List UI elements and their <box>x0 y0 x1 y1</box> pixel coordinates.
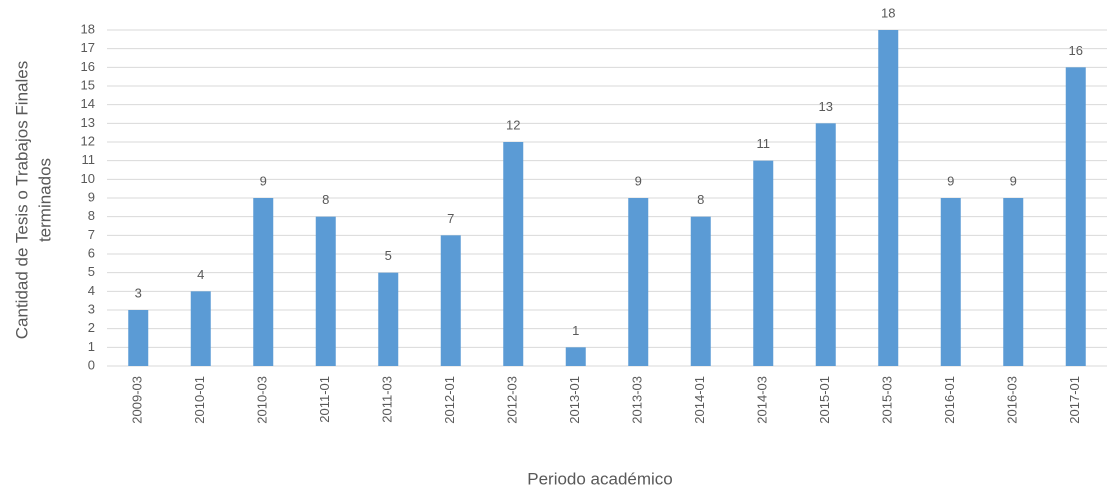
y-tick-label: 11 <box>82 152 96 167</box>
bar <box>878 30 899 366</box>
y-tick-label: 4 <box>88 283 95 298</box>
bar <box>440 235 461 366</box>
x-tick-label: 2012-03 <box>505 376 520 424</box>
data-label: 4 <box>197 267 204 282</box>
x-tick-label: 2016-03 <box>1005 376 1020 424</box>
y-tick-label: 7 <box>88 227 95 242</box>
data-label: 9 <box>260 173 267 188</box>
x-tick-label: 2010-03 <box>255 376 270 424</box>
bar <box>815 123 836 366</box>
bar <box>1065 67 1086 366</box>
x-tick-label: 2013-01 <box>567 376 582 424</box>
data-label: 3 <box>135 285 142 300</box>
data-label: 9 <box>635 173 642 188</box>
bar <box>628 198 649 366</box>
x-tick-label: 2011-03 <box>380 376 395 423</box>
y-tick-label: 3 <box>88 301 95 316</box>
x-tick-label: 2014-01 <box>692 376 707 424</box>
x-tick-label: 2017-01 <box>1067 376 1082 424</box>
bar <box>190 291 211 366</box>
y-tick-label: 18 <box>81 21 95 36</box>
y-axis-title: Cantidad de Tesis o Trabajos Finales <box>12 61 31 339</box>
x-tick-label: 2015-01 <box>817 376 832 424</box>
y-tick-label: 1 <box>88 339 95 354</box>
bar <box>940 198 961 366</box>
x-tick-label: 2014-03 <box>755 376 770 424</box>
data-label: 13 <box>819 99 833 114</box>
data-label: 8 <box>322 192 329 207</box>
data-label: 16 <box>1069 43 1083 58</box>
data-label: 8 <box>697 192 704 207</box>
x-tick-label: 2016-01 <box>942 376 957 424</box>
bar <box>315 216 336 366</box>
y-tick-label: 5 <box>88 264 95 279</box>
data-label: 18 <box>881 5 895 20</box>
x-tick-label: 2015-03 <box>880 376 895 424</box>
data-label: 9 <box>1010 173 1017 188</box>
y-tick-label: 0 <box>88 357 95 372</box>
x-axis-title: Periodo académico <box>527 469 673 488</box>
x-tick-label: 2009-03 <box>130 376 145 424</box>
y-tick-label: 14 <box>81 96 95 111</box>
y-tick-label: 17 <box>81 40 95 55</box>
y-tick-label: 6 <box>88 245 95 260</box>
y-tick-label: 12 <box>81 133 95 148</box>
y-tick-label: 13 <box>81 115 95 130</box>
bar <box>565 347 586 366</box>
bar <box>753 160 774 366</box>
data-label: 9 <box>947 173 954 188</box>
x-tick-label: 2013-03 <box>630 376 645 424</box>
y-tick-label: 10 <box>81 171 95 186</box>
y-tick-label: 15 <box>81 77 95 92</box>
data-label: 5 <box>385 248 392 263</box>
y-tick-label: 16 <box>81 59 95 74</box>
bar <box>128 310 149 366</box>
x-tick-label: 2011-01 <box>317 376 332 423</box>
bar <box>503 142 524 366</box>
y-tick-label: 8 <box>88 208 95 223</box>
data-label: 1 <box>572 323 579 338</box>
y-axis-title: terminados <box>35 158 54 242</box>
bar <box>690 216 711 366</box>
x-tick-label: 2012-01 <box>442 376 457 424</box>
y-tick-label: 9 <box>88 189 95 204</box>
data-label: 7 <box>447 211 454 226</box>
data-label: 12 <box>506 117 520 132</box>
data-label: 11 <box>757 136 771 151</box>
y-tick-label: 2 <box>88 320 95 335</box>
x-tick-label: 2010-01 <box>192 376 207 424</box>
bar <box>378 272 399 366</box>
bar <box>253 198 274 366</box>
bar <box>1003 198 1024 366</box>
